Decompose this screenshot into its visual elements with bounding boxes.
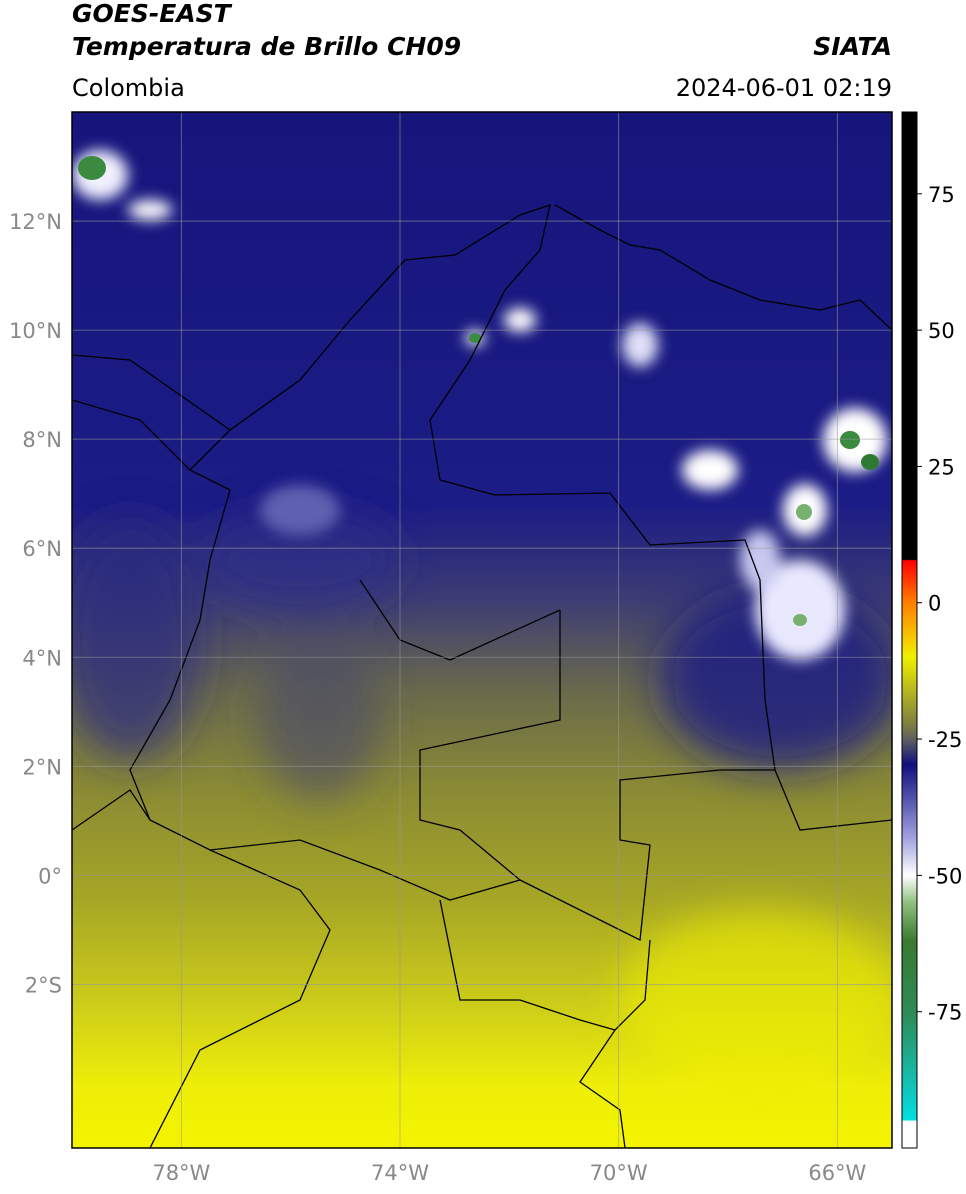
colorbar-tick-label: 50: [928, 319, 955, 343]
lon-tick-label: 66°W: [808, 1161, 866, 1185]
cloud-cores: [78, 156, 879, 626]
grid: [72, 112, 892, 1148]
map-frame: [71, 111, 893, 1149]
lat-tick-label: 0°: [38, 864, 62, 888]
lat-tick-label: 6°N: [22, 537, 62, 561]
colorbar-tick-label: -25: [928, 728, 962, 752]
borders: [72, 204, 892, 1148]
title: GOES-EAST: [72, 0, 233, 28]
colorbar-tick-label: 75: [928, 183, 955, 207]
lat-tick-label: 4°N: [22, 646, 62, 670]
lon-tick-label: 70°W: [590, 1161, 648, 1185]
subtitle: Temperatura de Brillo CH09: [72, 32, 461, 61]
lon-tick-label: 78°W: [152, 1161, 210, 1185]
lat-tick-label: 10°N: [9, 319, 62, 343]
datetime: 2024-06-01 02:19: [676, 74, 892, 102]
colorbar-tick-label: -50: [928, 864, 962, 888]
texture: [72, 510, 892, 1090]
source: SIATA: [813, 32, 892, 61]
lat-tick-label: 2°N: [22, 755, 62, 779]
map-image: [72, 112, 892, 1148]
region: Colombia: [72, 74, 185, 102]
lat-tick-label: 12°N: [9, 210, 62, 234]
lon-tick-label: 74°W: [371, 1161, 429, 1185]
colorbar-tick-label: 25: [928, 455, 955, 479]
colorbar: [901, 111, 918, 1149]
lat-tick-label: 2°S: [25, 973, 62, 997]
colorbar-tick-label: 0: [928, 592, 941, 616]
colorbar-tick-label: -75: [928, 1001, 962, 1025]
lat-tick-label: 8°N: [22, 428, 62, 452]
